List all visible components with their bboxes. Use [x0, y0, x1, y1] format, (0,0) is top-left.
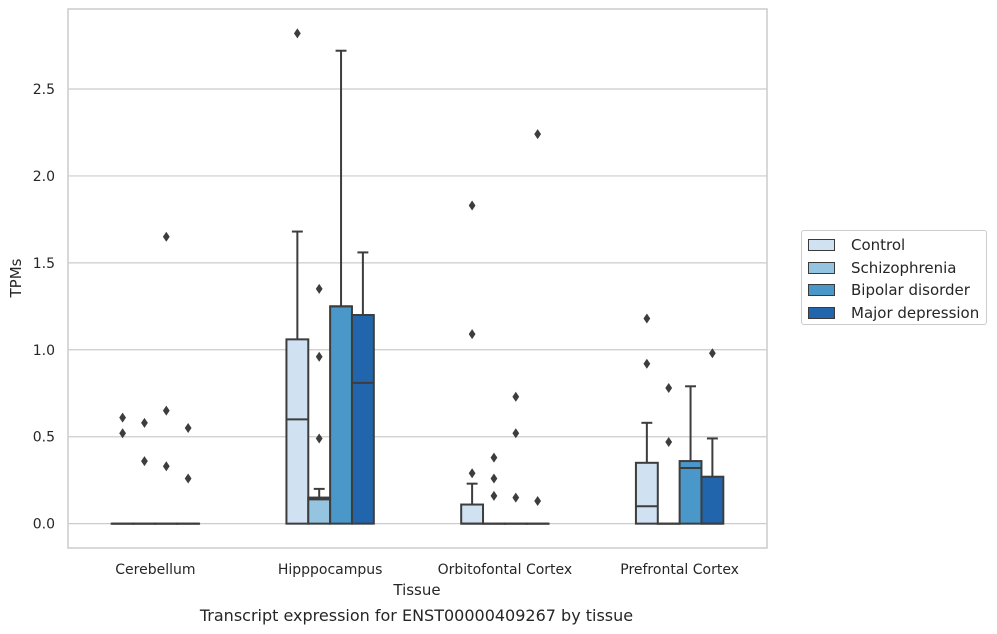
box-group: [154, 231, 179, 525]
x-axis-label: Tissue: [392, 581, 440, 599]
box-body: [350, 314, 375, 525]
outlier-point: [512, 391, 520, 402]
legend-swatch-bipolar-disorder: [808, 284, 835, 296]
outlier-point: [490, 473, 498, 484]
outlier-point: [665, 383, 673, 394]
outlier-point: [665, 436, 673, 447]
outlier-point: [643, 313, 651, 324]
outlier-point: [490, 452, 498, 463]
outlier-point: [119, 412, 127, 423]
plot-frame: [67, 8, 768, 549]
outlier-point: [468, 329, 476, 340]
box-group: [329, 49, 353, 525]
box-group: [503, 391, 528, 525]
legend-item-control: Control: [808, 236, 905, 254]
plot-marks: [110, 28, 725, 525]
y-tick-label: 1.5: [33, 256, 55, 272]
outlier-point: [708, 348, 716, 359]
box-group: [482, 452, 506, 525]
outlier-point: [315, 433, 323, 444]
chart-caption: Transcript expression for ENST0000040926…: [199, 606, 634, 625]
outlier-point: [534, 496, 542, 507]
outlier-point: [512, 492, 520, 503]
outlier-point: [162, 461, 170, 472]
x-tick-label: Orbitofontal Cortex: [438, 562, 573, 578]
box-body: [634, 461, 659, 525]
box-body: [460, 503, 485, 525]
outlier-point: [141, 417, 148, 428]
box-group: [678, 385, 703, 525]
legend-item-major-depression: Major depression: [808, 304, 979, 322]
x-tick-label: Cerebellum: [115, 562, 195, 578]
legend-swatch-major-depression: [808, 307, 835, 319]
box-group: [525, 129, 550, 525]
box-body: [307, 496, 332, 525]
y-axis-label: TPMs: [7, 258, 25, 298]
box-body: [329, 305, 353, 525]
outlier-point: [643, 358, 651, 369]
x-tick-labels: Cerebellum Hipppocampus Orbitofontal Corte…: [115, 562, 739, 578]
legend-item-bipolar-disorder: Bipolar disorder: [808, 281, 970, 299]
outlier-point: [490, 490, 498, 501]
outlier-point: [468, 200, 476, 211]
outlier-point: [315, 351, 323, 362]
box-body: [285, 338, 310, 525]
legend-label-major-depression: Major depression: [851, 304, 980, 322]
legend-label-bipolar-disorder: Bipolar disorder: [851, 281, 970, 299]
legend-swatch-schizophrenia: [808, 262, 835, 274]
y-tick-label: 0.0: [33, 517, 55, 533]
y-tick-labels: 0.0 0.5 1.0 1.5 2.0 2.5: [33, 82, 55, 533]
outlier-point: [162, 405, 170, 416]
grid-lines: [68, 88, 767, 525]
y-tick-label: 2.5: [33, 82, 55, 98]
y-tick-label: 0.5: [33, 430, 55, 446]
box-group: [460, 200, 485, 525]
outlier-point: [293, 28, 301, 39]
x-tick-label: Hipppocampus: [278, 562, 383, 578]
outlier-point: [468, 468, 476, 479]
legend: Control Schizophrenia Bipolar disorder M…: [801, 230, 987, 325]
box-group: [176, 423, 201, 525]
box-body: [700, 475, 725, 525]
legend-swatch-control: [808, 239, 835, 251]
box-group: [132, 417, 157, 525]
y-tick-label: 2.0: [33, 169, 55, 185]
outlier-point: [315, 283, 323, 294]
outlier-point: [162, 231, 170, 242]
outlier-point: [512, 428, 520, 439]
legend-label-schizophrenia: Schizophrenia: [851, 259, 957, 277]
box-body: [678, 460, 703, 525]
outlier-point: [184, 473, 192, 484]
x-tick-label: Prefrontal Cortex: [620, 562, 739, 578]
box-group: [110, 412, 135, 525]
box-group: [700, 348, 725, 525]
box-group: [285, 28, 310, 525]
legend-label-control: Control: [851, 236, 906, 254]
box-group: [307, 283, 332, 525]
outlier-point: [534, 129, 542, 140]
y-tick-label: 1.0: [33, 343, 55, 359]
legend-item-schizophrenia: Schizophrenia: [808, 259, 956, 277]
box-group: [634, 313, 659, 525]
outlier-point: [119, 428, 127, 439]
outlier-point: [141, 456, 148, 467]
box-group: [656, 383, 681, 525]
outlier-point: [184, 423, 192, 434]
box-group: [350, 251, 375, 525]
